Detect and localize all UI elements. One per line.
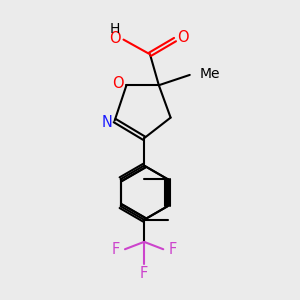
Text: H: H [110, 22, 120, 36]
Text: O: O [110, 31, 121, 46]
Text: O: O [178, 30, 189, 45]
Text: F: F [140, 266, 148, 281]
Text: F: F [111, 242, 120, 257]
Text: Me: Me [200, 67, 220, 81]
Text: O: O [112, 76, 124, 91]
Text: F: F [169, 242, 177, 257]
Text: N: N [102, 115, 113, 130]
